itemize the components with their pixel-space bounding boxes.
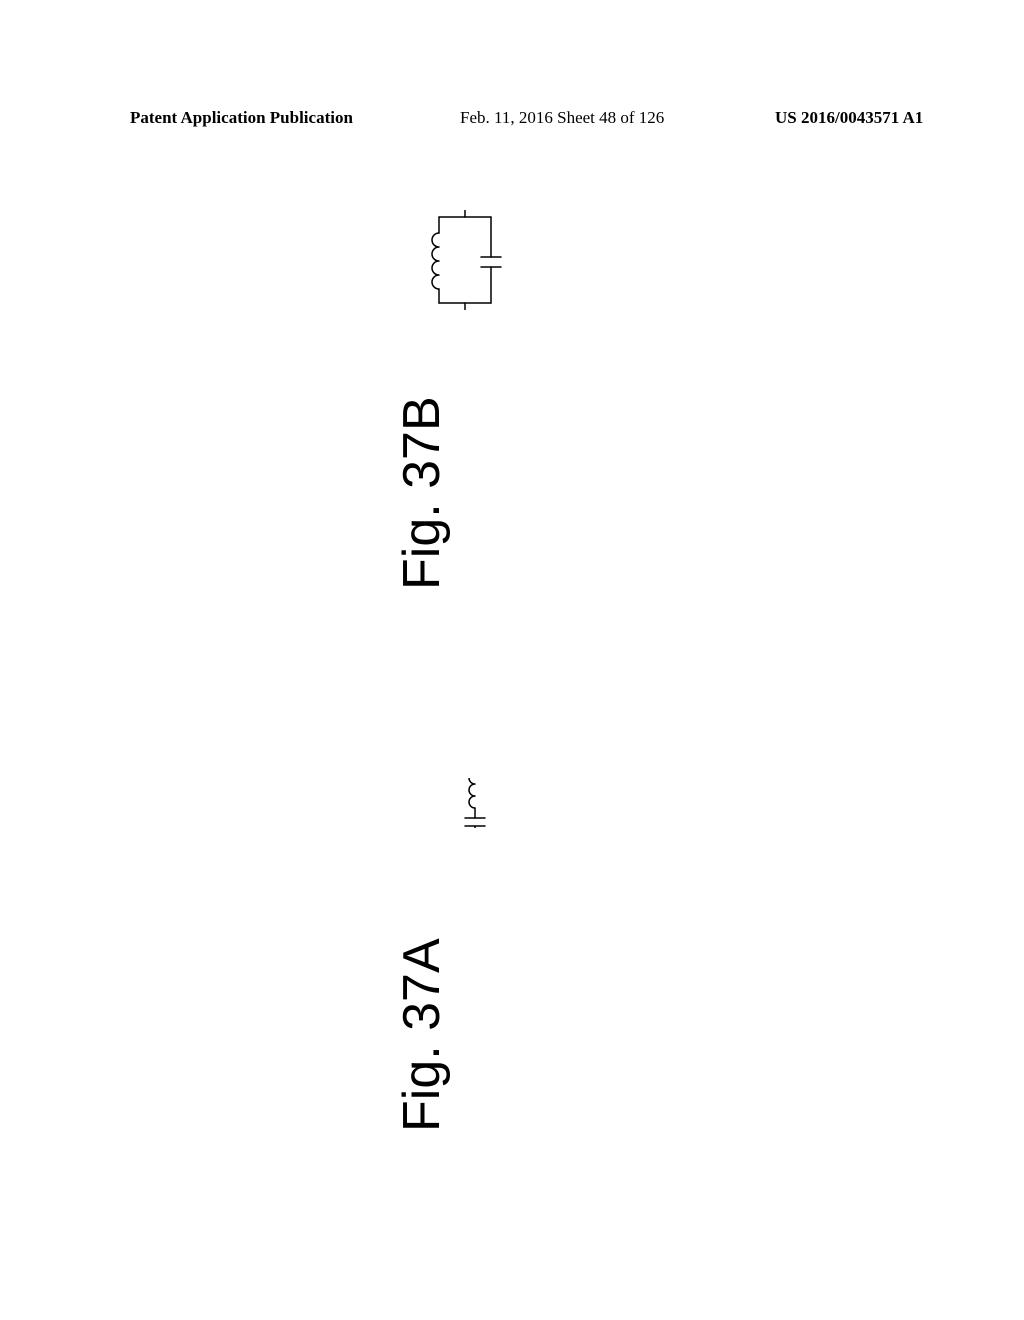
- header-left-text: Patent Application Publication: [130, 108, 353, 128]
- figure-label-37b: Fig. 37B: [392, 396, 452, 590]
- header-right-text: US 2016/0043571 A1: [775, 108, 923, 128]
- schematic-37a-svg: [430, 778, 520, 828]
- figure-label-37a-text: Fig. 37A: [393, 938, 451, 1132]
- figure-label-37b-text: Fig. 37B: [393, 396, 451, 590]
- figure-label-37a: Fig. 37A: [392, 938, 452, 1132]
- page-header: Patent Application Publication Feb. 11, …: [0, 108, 1024, 134]
- header-mid-text: Feb. 11, 2016 Sheet 48 of 126: [460, 108, 664, 128]
- schematic-37a: [430, 778, 520, 828]
- page: Patent Application Publication Feb. 11, …: [0, 0, 1024, 1320]
- schematic-37b-svg: [400, 210, 530, 310]
- schematic-37b: [400, 210, 530, 310]
